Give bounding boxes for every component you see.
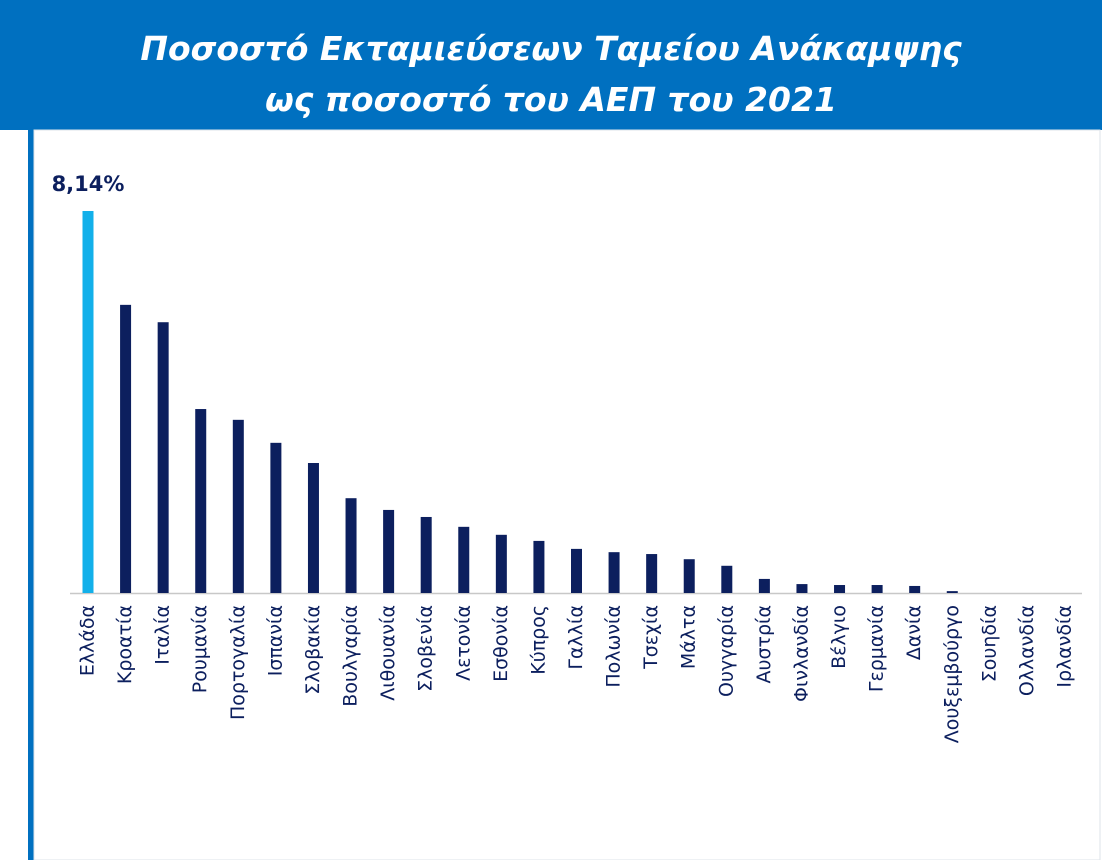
x-tick-label: Λιθουανία xyxy=(377,605,399,701)
bar xyxy=(946,591,958,593)
bar xyxy=(533,540,545,593)
x-tick-label: Πολωνία xyxy=(603,605,625,688)
x-tick-label: Κροατία xyxy=(114,605,136,684)
x-tick-label: Ουγγαρία xyxy=(715,605,737,697)
bar xyxy=(120,304,132,593)
bar xyxy=(232,419,244,593)
x-tick-label: Δανία xyxy=(903,605,925,660)
bar xyxy=(458,526,470,593)
chart-title: ως ποσοστό του ΑΕΠ του 2021 xyxy=(265,80,837,119)
x-tick-label: Βέλγιο xyxy=(828,605,850,669)
x-tick-label: Λετονία xyxy=(452,605,474,681)
plot-frame xyxy=(33,129,1101,860)
x-tick-label: Σουηδία xyxy=(978,605,1000,682)
chart-title: Ποσοστό Εκταμιεύσεων Ταμείου Ανάκαμψης xyxy=(140,29,962,68)
bar xyxy=(834,585,846,593)
x-tick-label: Πορτογαλία xyxy=(227,605,249,720)
x-tick-label: Τσεχία xyxy=(640,605,662,670)
bar xyxy=(195,409,207,593)
bar xyxy=(796,584,808,593)
x-tick-label: Εσθονία xyxy=(490,605,512,682)
x-tick-label: Κύπρος xyxy=(527,605,549,675)
x-tick-label: Φινλανδία xyxy=(790,605,812,702)
bar xyxy=(758,578,770,593)
x-tick-label: Σλοβακία xyxy=(302,605,324,695)
x-tick-label: Ιταλία xyxy=(152,605,174,665)
data-label: 8,14% xyxy=(52,172,125,196)
x-tick-label: Ολλανδία xyxy=(1016,605,1038,696)
x-tick-label: Ιρλανδία xyxy=(1054,605,1076,688)
bar xyxy=(420,516,432,593)
x-tick-label: Ελλάδα xyxy=(77,605,99,676)
x-tick-label: Γερμανία xyxy=(866,605,888,692)
bar xyxy=(683,559,695,593)
left-border xyxy=(28,130,34,860)
bar xyxy=(495,534,507,593)
bar xyxy=(270,442,282,593)
bar xyxy=(157,322,169,593)
x-tick-label: Γαλλία xyxy=(565,605,587,670)
bar xyxy=(608,552,620,593)
title-banner xyxy=(0,0,1102,130)
bar xyxy=(383,509,395,593)
bar xyxy=(307,463,319,593)
x-tick-label: Αυστρία xyxy=(753,605,775,684)
bar xyxy=(82,211,94,593)
bar xyxy=(721,565,733,593)
x-tick-label: Μάλτα xyxy=(678,605,700,669)
x-tick-label: Ρουμανία xyxy=(189,605,211,693)
bar xyxy=(345,498,357,593)
bar xyxy=(871,585,883,593)
x-tick-label: Βουλγαρία xyxy=(340,605,362,707)
x-tick-label: Ισπανία xyxy=(264,605,286,676)
x-tick-label: Λουξεμβούργο xyxy=(941,605,963,743)
bar xyxy=(646,554,658,593)
bar xyxy=(571,548,582,593)
x-tick-label: Σλοβενία xyxy=(415,605,437,692)
bar xyxy=(909,585,921,593)
